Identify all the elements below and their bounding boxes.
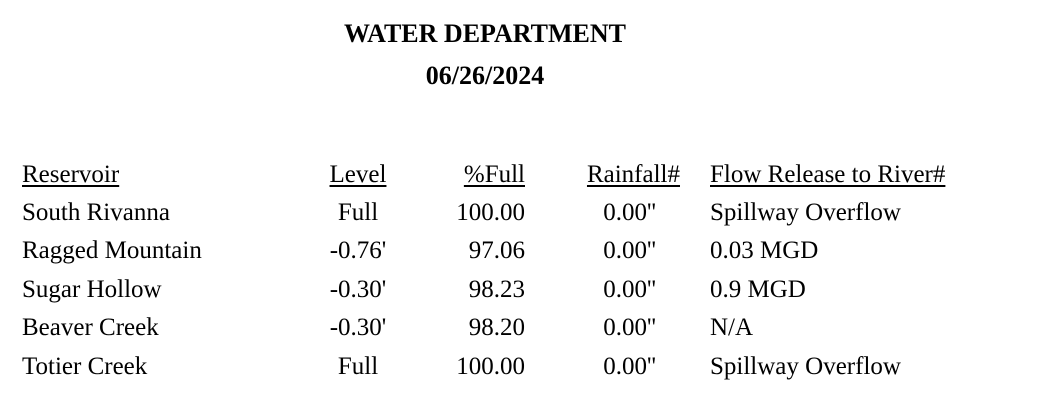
cell-flow-release: Spillway Overflow bbox=[710, 353, 901, 380]
header-level: Level bbox=[329, 161, 387, 188]
cell-reservoir: Beaver Creek bbox=[22, 314, 159, 341]
cell-percent-full: 100.00 bbox=[456, 199, 525, 226]
cell-level: -0.76' bbox=[329, 237, 387, 264]
cell-percent-full: 100.00 bbox=[456, 353, 525, 380]
header-rainfall: Rainfall# bbox=[586, 161, 680, 188]
cell-percent-full: 98.20 bbox=[468, 314, 525, 341]
cell-level: Full bbox=[337, 199, 379, 226]
cell-reservoir: Sugar Hollow bbox=[22, 276, 162, 303]
cell-flow-release: 0.03 MGD bbox=[710, 237, 819, 264]
document-title: WATER DEPARTMENT bbox=[344, 19, 626, 48]
cell-rainfall: 0.00'' bbox=[603, 237, 656, 264]
cell-rainfall: 0.00'' bbox=[603, 276, 656, 303]
cell-reservoir: Ragged Mountain bbox=[22, 237, 202, 264]
cell-level: -0.30' bbox=[329, 276, 387, 303]
cell-rainfall: 0.00'' bbox=[603, 353, 656, 380]
cell-flow-release: N/A bbox=[710, 314, 754, 341]
header-percent-full: %Full bbox=[463, 161, 525, 188]
cell-rainfall: 0.00'' bbox=[603, 314, 656, 341]
cell-level: -0.30' bbox=[329, 314, 387, 341]
cell-flow-release: 0.9 MGD bbox=[710, 276, 806, 303]
cell-rainfall: 0.00'' bbox=[603, 199, 656, 226]
document-date: 06/26/2024 bbox=[425, 61, 545, 90]
cell-percent-full: 97.06 bbox=[468, 237, 525, 264]
cell-reservoir: South Rivanna bbox=[22, 199, 170, 226]
header-reservoir: Reservoir bbox=[22, 161, 120, 188]
header-flow-release: Flow Release to River# bbox=[710, 161, 946, 188]
cell-percent-full: 98.23 bbox=[468, 276, 525, 303]
cell-level: Full bbox=[337, 353, 379, 380]
cell-reservoir: Totier Creek bbox=[22, 353, 148, 380]
cell-flow-release: Spillway Overflow bbox=[710, 199, 901, 226]
